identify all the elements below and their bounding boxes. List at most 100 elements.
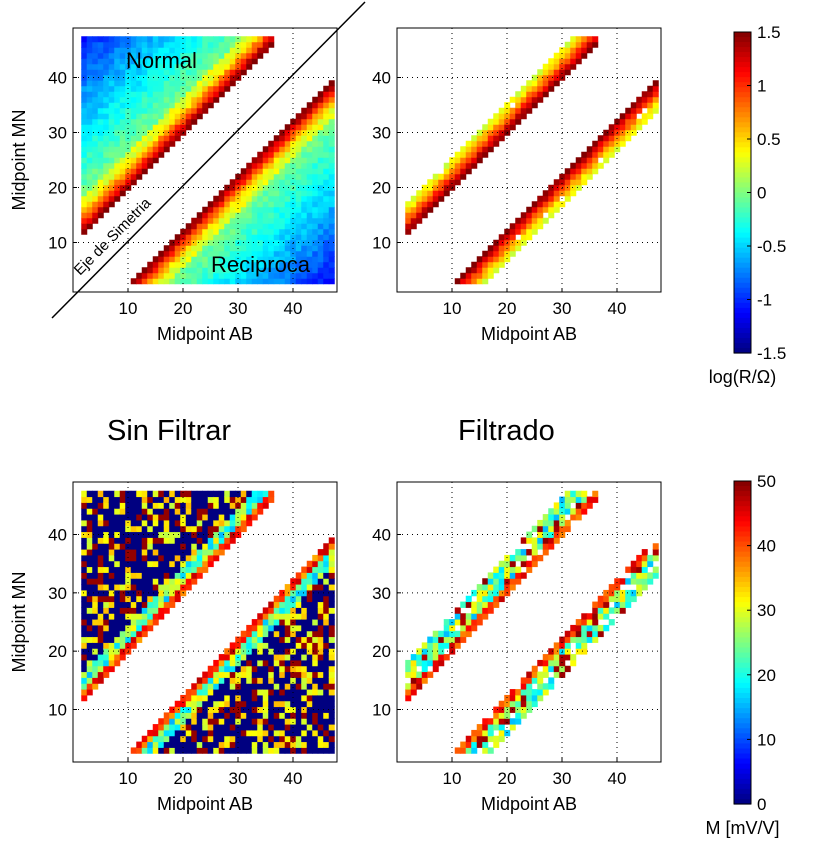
heatmap-cell xyxy=(108,102,115,109)
heatmap-cell xyxy=(185,735,192,743)
heatmap-cell xyxy=(268,157,275,164)
heatmap-cell xyxy=(498,129,505,136)
heatmap-cell xyxy=(86,677,93,684)
heatmap-cell xyxy=(312,654,319,661)
heatmap-cell xyxy=(141,735,148,743)
heatmap-cell xyxy=(103,47,110,54)
heatmap-cell xyxy=(141,741,148,748)
heatmap-cell xyxy=(97,642,104,649)
heatmap-cell xyxy=(520,228,527,235)
heatmap-cell xyxy=(262,168,269,175)
heatmap-cell xyxy=(515,706,522,713)
heatmap-cell xyxy=(575,47,582,54)
heatmap-cell xyxy=(515,572,522,579)
heatmap-cell xyxy=(257,201,264,208)
heatmap-cell xyxy=(108,195,115,202)
heatmap-cell xyxy=(306,729,313,737)
heatmap-cell xyxy=(421,654,428,661)
heatmap-cell xyxy=(328,543,335,550)
heatmap-cell xyxy=(575,636,582,643)
heatmap-cell xyxy=(520,107,527,114)
heatmap-cell xyxy=(312,217,319,224)
heatmap-cell xyxy=(240,250,247,257)
heatmap-cell xyxy=(152,537,159,544)
heatmap-cell xyxy=(482,278,489,285)
heatmap-cell xyxy=(97,613,104,620)
heatmap-cell xyxy=(152,80,159,87)
heatmap-cell xyxy=(257,261,264,268)
heatmap-cell xyxy=(218,91,225,98)
heatmap-cell xyxy=(498,118,505,125)
heatmap-cell xyxy=(471,135,478,142)
heatmap-cell xyxy=(108,665,115,673)
heatmap-cell xyxy=(240,665,247,673)
heatmap-cell xyxy=(97,129,104,136)
heatmap-cell xyxy=(268,490,275,498)
heatmap-cell xyxy=(125,52,132,59)
heatmap-cell xyxy=(564,525,571,533)
heatmap-cell xyxy=(592,168,599,175)
x-tick-label: 30 xyxy=(229,769,248,788)
heatmap-cell xyxy=(542,671,549,678)
heatmap-cell xyxy=(432,195,439,202)
heatmap-cell xyxy=(498,566,505,573)
heatmap-cell xyxy=(213,519,220,527)
heatmap-cell xyxy=(108,151,115,158)
heatmap-cell xyxy=(196,741,203,748)
heatmap-cell xyxy=(504,234,511,241)
heatmap-cell xyxy=(251,654,258,661)
heatmap-cell xyxy=(224,735,231,743)
heatmap-cell xyxy=(405,201,412,208)
heatmap-cell xyxy=(575,648,582,655)
heatmap-cell xyxy=(273,212,280,219)
heatmap-cell xyxy=(295,278,302,285)
heatmap-cell xyxy=(493,566,500,573)
heatmap-cell xyxy=(81,212,88,219)
colorbar-tick-label: 40 xyxy=(757,537,776,556)
heatmap-cell xyxy=(163,595,170,603)
heatmap-cell xyxy=(147,554,154,562)
heatmap-cell xyxy=(328,278,335,285)
heatmap-cell xyxy=(427,671,434,678)
heatmap-cell xyxy=(312,607,319,614)
heatmap-cell xyxy=(603,140,610,147)
heatmap-cell xyxy=(114,91,121,98)
heatmap-cell xyxy=(92,531,99,538)
x-tick-label: 40 xyxy=(284,769,303,788)
heatmap-cell xyxy=(268,261,275,268)
heatmap-cell xyxy=(460,741,467,748)
heatmap-cell xyxy=(498,572,505,579)
heatmap-cell xyxy=(295,700,302,708)
heatmap-cell xyxy=(262,223,269,230)
heatmap-cell xyxy=(257,654,264,661)
heatmap-cell xyxy=(482,272,489,279)
heatmap-cell xyxy=(268,636,275,643)
heatmap-cell xyxy=(542,201,549,208)
heatmap-cell xyxy=(163,245,170,252)
heatmap-cell xyxy=(97,496,104,503)
heatmap-cell xyxy=(147,566,154,573)
heatmap-cell xyxy=(636,107,643,114)
heatmap-cell xyxy=(416,683,423,690)
heatmap-cell xyxy=(246,718,253,725)
heatmap-cell xyxy=(229,706,236,713)
heatmap-cell xyxy=(432,190,439,197)
heatmap-cell xyxy=(207,91,214,98)
heatmap-cell xyxy=(114,124,121,131)
heatmap-cell xyxy=(410,665,417,673)
heatmap-cell xyxy=(301,212,308,219)
heatmap-cell xyxy=(312,256,319,263)
heatmap-cell xyxy=(240,223,247,230)
heatmap-cell xyxy=(136,107,143,114)
colorbar-swatch xyxy=(734,272,751,279)
heatmap-cell xyxy=(235,69,242,76)
heatmap-cell xyxy=(81,607,88,614)
heatmap-cell xyxy=(158,113,165,120)
heatmap-cell xyxy=(92,118,99,125)
heatmap-cell xyxy=(246,58,253,65)
heatmap-cell xyxy=(147,729,154,737)
heatmap-cell xyxy=(564,58,571,65)
heatmap-cell xyxy=(92,514,99,521)
heatmap-cell xyxy=(103,554,110,562)
heatmap-cell xyxy=(251,212,258,219)
